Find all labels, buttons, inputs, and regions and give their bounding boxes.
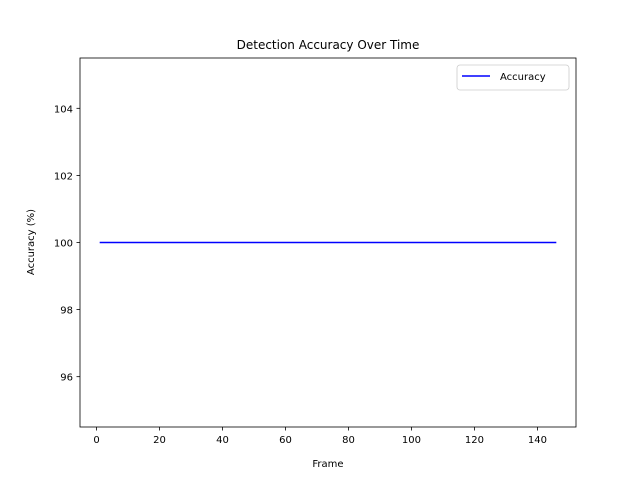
- y-tick-label: 100: [54, 239, 73, 250]
- y-axis-label: Accuracy (%): [26, 209, 37, 275]
- y-tick-label: 102: [54, 171, 73, 182]
- x-tick-label: 40: [216, 435, 229, 446]
- y-tick-label: 96: [60, 373, 73, 384]
- x-tick-label: 20: [153, 435, 166, 446]
- legend-label-accuracy: Accuracy: [500, 72, 546, 83]
- x-axis: 0 20 40 60 80 100 120 140: [93, 427, 547, 446]
- x-tick-label: 60: [279, 435, 292, 446]
- y-axis: 96 98 100 102 104: [54, 104, 80, 384]
- x-tick-label: 120: [465, 435, 484, 446]
- y-tick-label: 104: [54, 104, 73, 115]
- chart-title: Detection Accuracy Over Time: [237, 38, 420, 52]
- x-tick-label: 80: [342, 435, 355, 446]
- legend-box: [456, 64, 570, 91]
- x-tick-label: 140: [528, 435, 547, 446]
- x-tick-label: 0: [93, 435, 99, 446]
- y-tick-label: 98: [60, 306, 73, 317]
- legend: Accuracy: [456, 64, 570, 91]
- x-tick-label: 100: [402, 435, 421, 446]
- x-axis-label: Frame: [312, 459, 343, 470]
